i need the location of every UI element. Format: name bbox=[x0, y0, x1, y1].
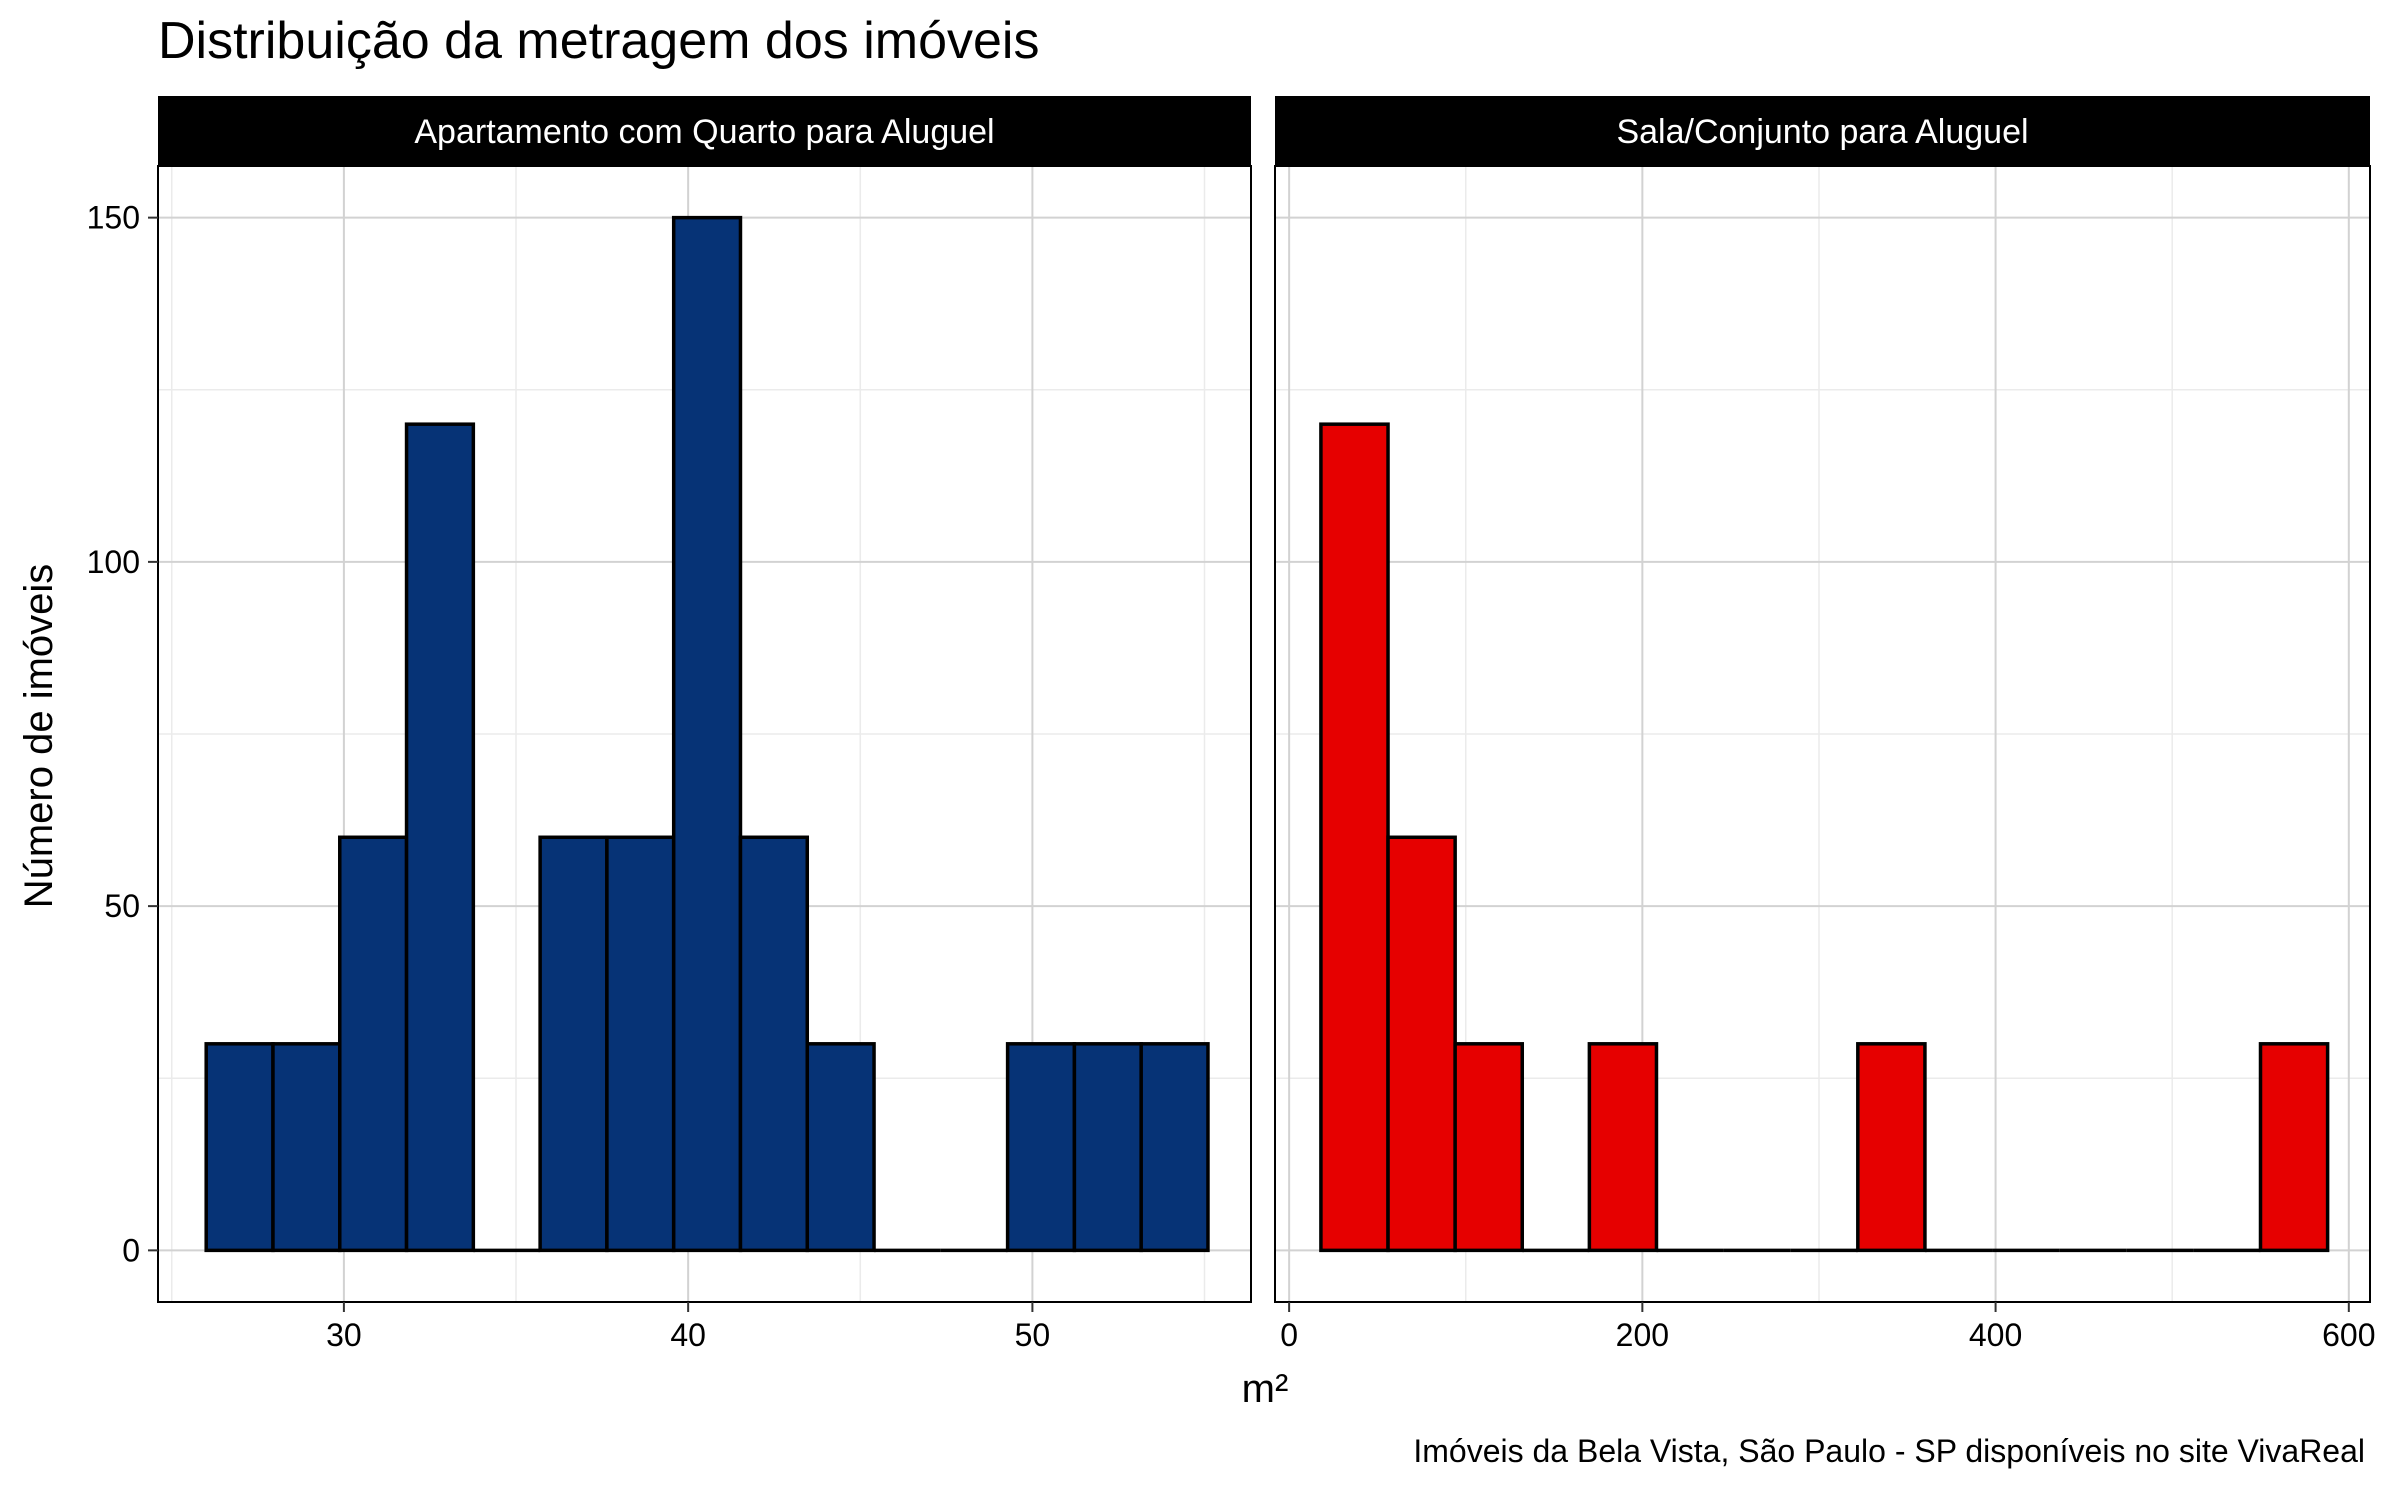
histogram-bar bbox=[538, 835, 609, 1253]
x-tick-label: 400 bbox=[1969, 1317, 2022, 1353]
y-axis: 0 50 100 150 bbox=[87, 200, 158, 1268]
histogram-bar bbox=[738, 835, 810, 1253]
histogram-bar bbox=[2258, 1042, 2330, 1253]
panel-sala-conjunto: Sala/Conjunto para Aluguel 0 200 400 600 bbox=[1274, 96, 2376, 1353]
chart-caption: Imóveis da Bela Vista, São Paulo - SP di… bbox=[1413, 1433, 2365, 1469]
histogram-bar bbox=[1453, 1042, 1525, 1253]
x-tick-label: 200 bbox=[1616, 1317, 1669, 1353]
histogram-bar bbox=[1139, 1042, 1210, 1253]
histogram-bar bbox=[805, 1042, 876, 1253]
histogram-bar bbox=[605, 835, 676, 1253]
x-tick-label: 50 bbox=[1015, 1317, 1051, 1353]
x-axis-title: m² bbox=[1242, 1367, 1289, 1411]
chart-title: Distribuição da metragem dos imóveis bbox=[158, 12, 1039, 70]
histogram-bar bbox=[338, 835, 409, 1253]
x-tick-label: 40 bbox=[670, 1317, 706, 1353]
facet-strip bbox=[1275, 96, 2370, 166]
panel-border bbox=[157, 165, 1252, 1303]
histogram-bar bbox=[1386, 835, 1457, 1253]
y-axis-title: Número de imóveis bbox=[17, 564, 61, 909]
histogram-bar bbox=[1072, 1042, 1143, 1253]
x-tick-label: 600 bbox=[2322, 1317, 2375, 1353]
panel-border bbox=[1274, 165, 2371, 1303]
y-tick-label: 100 bbox=[87, 544, 140, 580]
histogram-bar bbox=[1005, 1042, 1077, 1253]
y-tick-label: 50 bbox=[104, 888, 140, 924]
facet-strip-label: Apartamento com Quarto para Aluguel bbox=[414, 113, 994, 151]
histogram-bar bbox=[204, 1042, 275, 1253]
histogram-bar bbox=[271, 1042, 342, 1253]
x-tick-label: 30 bbox=[326, 1317, 362, 1353]
histogram-bar bbox=[1587, 1042, 1659, 1253]
histogram-bar bbox=[404, 422, 476, 1253]
y-tick-label: 150 bbox=[87, 200, 140, 236]
panel-apartamento: Apartamento com Quarto para Aluguel 30 40 5… bbox=[157, 96, 1252, 1353]
histogram-bar bbox=[1319, 422, 1390, 1253]
histogram-bar bbox=[1856, 1042, 1927, 1253]
facet-strip-label: Sala/Conjunto para Aluguel bbox=[1616, 113, 2028, 151]
x-tick-label: 0 bbox=[1280, 1317, 1298, 1353]
histogram-bar bbox=[671, 215, 743, 1253]
y-tick-label: 0 bbox=[122, 1232, 140, 1268]
facet-strip bbox=[158, 96, 1251, 166]
